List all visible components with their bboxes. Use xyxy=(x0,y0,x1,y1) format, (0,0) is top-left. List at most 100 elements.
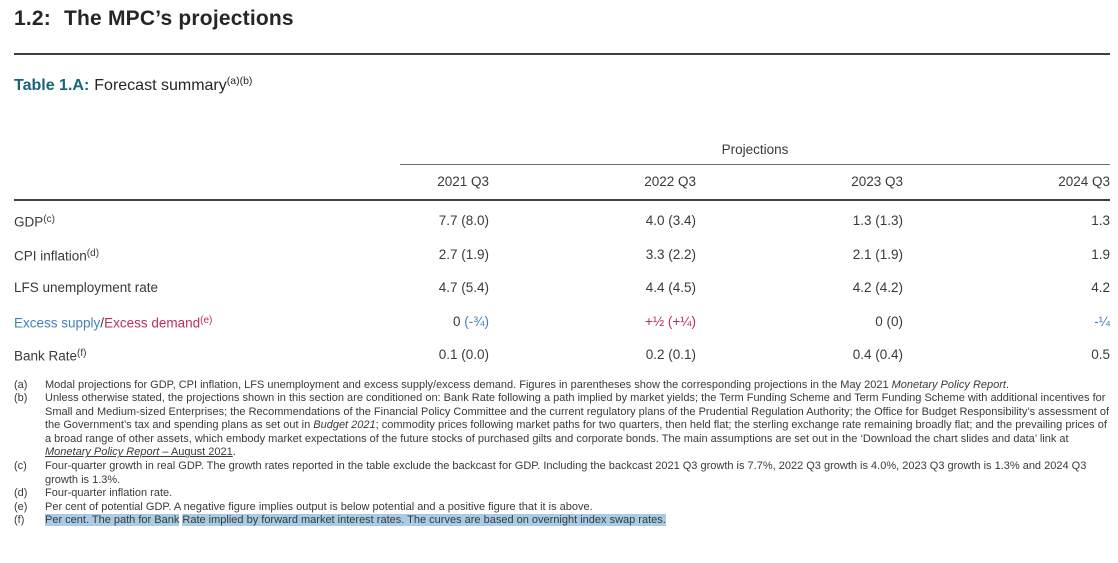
cell-value: 2.1 (1.9) xyxy=(852,246,903,262)
text-segment: Unless otherwise stated, the projections… xyxy=(45,392,1110,432)
table-cell: 2.1 (1.9) xyxy=(696,246,903,263)
footnote-text: Unless otherwise stated, the projections… xyxy=(45,392,1110,460)
footnote-marker: (a) xyxy=(14,378,28,391)
cell-value: 3.3 (2.2) xyxy=(645,246,696,262)
cell-value: 0.1 (0.0) xyxy=(438,347,489,363)
table-title-footnote-refs: (a)(b) xyxy=(226,75,253,87)
cell-value: 0 (0) xyxy=(875,313,903,329)
footnote: (e) Per cent of potential GDP. A negative… xyxy=(14,501,1110,515)
footnote: (f) Per cent. The path for Bank Rate impl… xyxy=(14,514,1110,528)
mpr-august-2021-link[interactable]: – August 2021 xyxy=(159,446,233,459)
cell-value: 4.2 xyxy=(1091,280,1110,296)
row-label-segment: Excess supply xyxy=(14,315,101,330)
row-label-segment: (f) xyxy=(77,348,87,359)
cell-value: 2.7 (1.9) xyxy=(438,246,489,262)
row-label: Excess supply/Excess demand(e) xyxy=(14,312,282,332)
table-row: Bank Rate(f) 0.1 (0.0) 0.2 (0.1) 0.4 (0.4) 0… xyxy=(14,338,1110,372)
table-cell: 1.9 xyxy=(903,246,1110,263)
row-label-segment: GDP xyxy=(14,214,44,230)
table-row: Excess supply/Excess demand(e) 0 (-¾) +½ (… xyxy=(14,305,1110,339)
table-cell: 0.2 (0.1) xyxy=(489,346,696,363)
table-cell: 0.5 xyxy=(903,346,1110,363)
table-cell: 0.4 (0.4) xyxy=(696,346,903,363)
footnote: (a) Modal projections for GDP, CPI inflat… xyxy=(14,379,1110,393)
footnote-text: Four-quarter growth in real GDP. The gro… xyxy=(45,460,1110,487)
row-label: GDP(c) xyxy=(14,211,282,231)
row-label: Bank Rate(f) xyxy=(14,345,282,365)
footnote-marker: (b) xyxy=(14,392,28,405)
footnote: (d) Four-quarter inflation rate. xyxy=(14,487,1110,501)
table-cell: 2.7 (1.9) xyxy=(282,246,489,263)
table-cell: 4.4 (4.5) xyxy=(489,279,696,296)
mpr-august-2021-link[interactable]: Monetary Policy Report xyxy=(45,446,160,459)
text-segment: Four-quarter growth in real GDP. The gro… xyxy=(45,460,1087,486)
table-title: Table 1.A: Forecast summary(a)(b) xyxy=(14,71,1110,96)
cell-value: 0.2 (0.1) xyxy=(645,347,696,363)
footnote-text: Per cent. The path for Bank Rate implied… xyxy=(45,514,1110,528)
footnotes: (a) Modal projections for GDP, CPI inflat… xyxy=(14,379,1110,529)
table-body: GDP(c) 7.7 (8.0) 4.0 (3.4) 1.3 (1.3) 1.3 CPI … xyxy=(14,201,1110,372)
cell-value: +½ (+¼) xyxy=(644,313,696,329)
table-title-label: Table 1.A: xyxy=(14,77,90,94)
table-cell: 0 (0) xyxy=(696,313,903,330)
cell-value: 4.4 (4.5) xyxy=(645,280,696,296)
table-cell: -¼ xyxy=(903,313,1110,330)
cell-value: 4.0 (3.4) xyxy=(645,213,696,229)
title-divider xyxy=(14,53,1110,55)
cell-value: 0 xyxy=(452,313,465,329)
projections-label: Projections xyxy=(721,142,789,157)
text-segment: ; commodity prices following market path… xyxy=(45,419,1107,445)
footnote-text: Modal projections for GDP, CPI inflation… xyxy=(45,379,1110,393)
table-cell: 3.3 (2.2) xyxy=(489,246,696,263)
footnote-marker: (c) xyxy=(14,460,27,473)
section-title: 1.2: The MPC’s projections xyxy=(14,5,1110,32)
text-segment: Per cent of potential GDP. A negative fi… xyxy=(45,500,593,513)
table-cell: 4.0 (3.4) xyxy=(489,212,696,229)
footnote-marker: (e) xyxy=(14,500,28,513)
footnote-marker: (f) xyxy=(14,514,25,527)
row-label-segment: Excess demand xyxy=(104,315,201,330)
row-label-segment: LFS unemployment rate xyxy=(14,280,159,296)
column-header: 2023 Q3 xyxy=(851,174,903,189)
table-cell: 1.3 xyxy=(903,212,1110,229)
footnote-text: Four-quarter inflation rate. xyxy=(45,487,1110,501)
row-label: LFS unemployment rate xyxy=(14,279,282,296)
selected-text: Per cent. The path for Bank xyxy=(45,514,180,527)
footnote: (b) Unless otherwise stated, the projecti… xyxy=(14,392,1110,460)
table-title-text: Forecast summary xyxy=(94,77,227,94)
row-label-segment: (d) xyxy=(86,247,100,259)
cell-value: 4.7 (5.4) xyxy=(438,280,489,296)
table-cell: +½ (+¼) xyxy=(489,313,696,330)
table-cell: 0.1 (0.0) xyxy=(282,346,489,363)
table-row: CPI inflation(d) 2.7 (1.9) 3.3 (2.2) 2.1 (1… xyxy=(14,238,1110,272)
cell-value: (-¾) xyxy=(464,313,489,329)
row-label-segment: (e) xyxy=(200,314,213,326)
table-row: LFS unemployment rate 4.7 (5.4) 4.4 (4.5) 4… xyxy=(14,271,1110,305)
footnote-marker: (d) xyxy=(14,487,28,500)
text-segment: Budget 2021 xyxy=(313,419,376,432)
table-row: GDP(c) 7.7 (8.0) 4.0 (3.4) 1.3 (1.3) 1.3 xyxy=(14,204,1110,238)
column-headers-row: 2021 Q3 2022 Q3 2023 Q3 2024 Q3 xyxy=(14,165,1110,201)
row-label-segment: / xyxy=(100,315,105,330)
cell-value: 0.4 (0.4) xyxy=(852,347,903,363)
column-header: 2021 Q3 xyxy=(437,174,489,189)
cell-value: 1.3 (1.3) xyxy=(852,213,903,229)
cell-value: 1.3 xyxy=(1091,213,1110,229)
table-cell: 4.2 xyxy=(903,279,1110,296)
cell-value: 0.5 xyxy=(1091,347,1110,363)
section-name: The MPC’s projections xyxy=(64,7,294,30)
footnote-text: Per cent of potential GDP. A negative fi… xyxy=(45,501,1110,515)
table-cell: 0 (-¾) xyxy=(282,313,489,330)
row-label-segment: Bank Rate xyxy=(14,348,78,364)
table-cell: 1.3 (1.3) xyxy=(696,212,903,229)
table-cell: 4.2 (4.2) xyxy=(696,279,903,296)
cell-value: 4.2 (4.2) xyxy=(852,280,903,296)
footnote: (c) Four-quarter growth in real GDP. The … xyxy=(14,460,1110,487)
table-cell: 4.7 (5.4) xyxy=(282,279,489,296)
table-cell: 7.7 (8.0) xyxy=(282,212,489,229)
text-segment: . xyxy=(1005,378,1010,391)
text-segment: Modal projections for GDP, CPI inflation… xyxy=(45,378,892,391)
text-segment: Four-quarter inflation rate. xyxy=(45,487,173,500)
column-header: 2022 Q3 xyxy=(644,174,696,189)
